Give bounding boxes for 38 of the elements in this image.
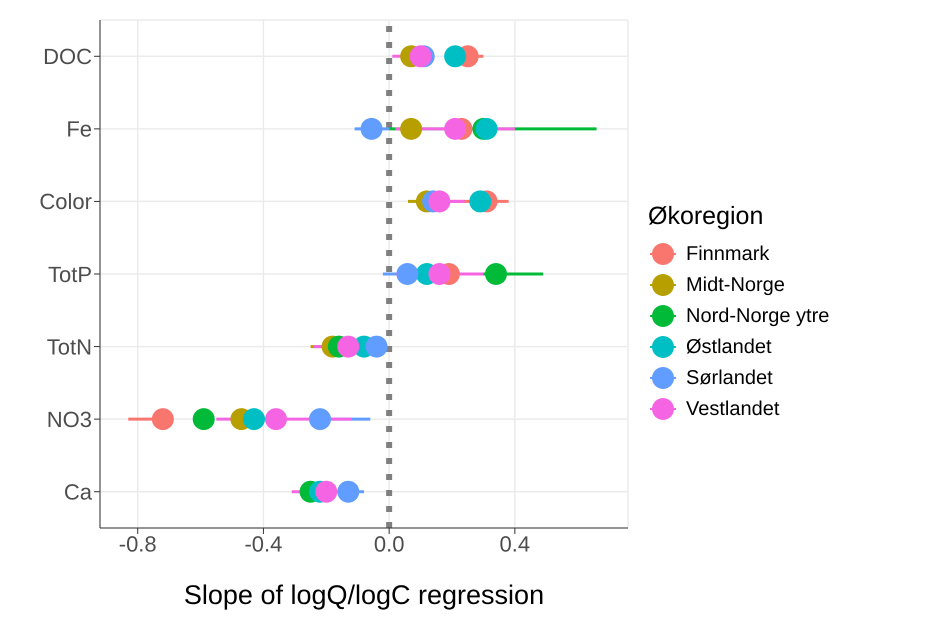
- point: [265, 408, 287, 430]
- point: [152, 408, 174, 430]
- x-tick-label: 0.4: [500, 532, 530, 557]
- point: [396, 263, 418, 285]
- legend-label: Nord-Norge ytre: [685, 304, 830, 328]
- point: [337, 336, 360, 358]
- legend-label: Sørlandet: [685, 366, 774, 390]
- point: [428, 190, 450, 212]
- legend-label: Østlandet: [685, 334, 773, 360]
- x-tick-label: -0.8: [118, 532, 157, 557]
- point: [485, 263, 507, 285]
- y-tick-label: Color: [39, 189, 92, 214]
- legend-label: Finnmark: [685, 242, 770, 266]
- point: [309, 408, 331, 430]
- x-tick-label: -0.4: [244, 532, 282, 557]
- x-axis-title: Slope of logQ/logC regression: [184, 580, 544, 610]
- point: [243, 408, 265, 430]
- point: [469, 190, 492, 212]
- point: [476, 118, 498, 140]
- point: [366, 336, 388, 358]
- y-tick-label: Fe: [66, 116, 92, 142]
- point: [315, 480, 338, 503]
- y-tick-label: DOC: [43, 44, 92, 70]
- y-tick-label: TotP: [48, 262, 92, 287]
- point: [444, 45, 466, 68]
- point: [337, 480, 360, 503]
- legend-label: Midt-Norge: [685, 272, 786, 298]
- point: [192, 408, 215, 430]
- y-tick-label: NO3: [46, 406, 92, 432]
- legend-title: Økoregion: [648, 202, 764, 230]
- y-tick-label: TotN: [46, 334, 92, 360]
- point: [444, 118, 466, 140]
- point: [360, 118, 383, 140]
- point: [400, 118, 422, 140]
- legend-label: Vestlandet: [685, 396, 780, 422]
- point: [428, 263, 450, 285]
- x-tick-label: 0.0: [374, 532, 404, 557]
- y-tick-label: Ca: [64, 480, 93, 505]
